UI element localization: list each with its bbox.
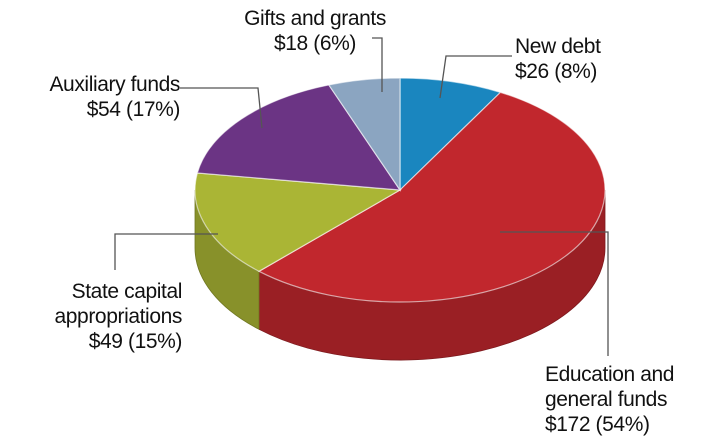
pie-slice: [196, 84, 402, 191]
leader-line: [114, 233, 218, 270]
value-label: $54 (17%): [86, 98, 181, 121]
leader-line: [439, 55, 512, 99]
pie-slice: [399, 77, 502, 192]
leader-line: [372, 37, 383, 92]
category-label: Gifts and grants: [244, 7, 386, 30]
pie-slice: [194, 172, 402, 272]
pie-tops: [194, 77, 606, 303]
slice-label: Education and general funds $172 (54%): [545, 362, 715, 437]
category-label: New debt: [515, 35, 601, 58]
leader-line: [180, 87, 263, 129]
value-label: $49 (15%): [88, 330, 183, 353]
category-label: Auxiliary funds: [49, 73, 180, 96]
value-label: $18 (6%): [273, 32, 356, 55]
slice-label: Auxiliary funds $54 (17%): [0, 72, 180, 122]
slice-label: New debt $26 (8%): [515, 34, 675, 84]
leader-line: [500, 231, 609, 356]
leaders: [114, 37, 609, 356]
category-label: Education and general funds: [545, 363, 675, 411]
pie-slice: [257, 91, 606, 303]
value-label: $172 (54%): [545, 413, 650, 436]
value-label: $26 (8%): [515, 60, 598, 83]
category-label: State capital appropriations: [54, 280, 183, 328]
slice-label: State capital appropriations $49 (15%): [22, 279, 183, 354]
slice-label: Gifts and grants $18 (6%): [215, 6, 415, 56]
pie-slice: [327, 77, 401, 192]
